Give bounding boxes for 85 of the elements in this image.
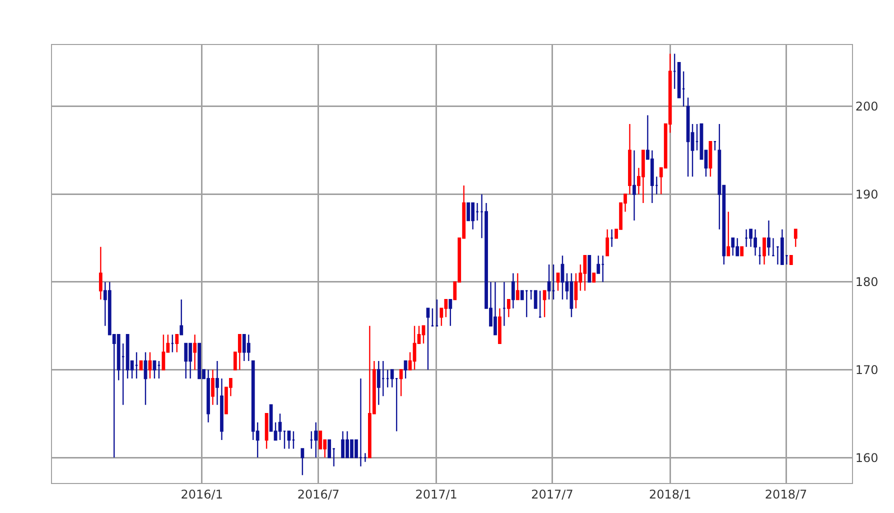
candlestick [758,246,762,266]
candlestick [610,228,614,248]
candlestick [556,272,560,292]
candlestick [198,342,202,380]
candlestick [422,325,426,344]
y-tick-label: 180 [855,275,878,290]
candlestick [314,422,318,458]
candlestick [744,228,748,248]
x-tick-label: 2018/7 [764,487,808,502]
candlestick [767,220,770,256]
x-tick-label: 2016/7 [297,487,340,502]
candlestick [278,413,282,441]
candlestick [632,150,636,222]
candlestick [170,334,174,353]
candlestick [516,272,520,300]
candlestick [780,228,784,266]
candlestick [547,264,551,300]
candlestick [740,246,744,256]
x-tick-label: 2018/1 [648,487,692,502]
candlestick [534,290,538,309]
candlestick [713,140,717,151]
candlestick [686,97,690,178]
candlestick [300,448,304,476]
y-tick-label: 170 [855,362,878,377]
candlestick [794,228,798,248]
candlestick [772,238,775,256]
x-tick-label: 2017/1 [415,487,458,502]
y-tick-label: 190 [855,187,878,202]
candlestick [184,342,188,380]
candlestick [789,255,793,266]
candlestick [376,360,380,406]
candlestick [641,150,645,204]
candlestick [292,430,296,450]
candlestick [148,352,152,380]
candlestick [180,298,184,336]
candlestick [529,290,533,300]
x-tick-label: 2016/1 [180,487,223,502]
y-tick-label: 160 [855,450,878,465]
candlestick [448,298,452,326]
candlestick [511,272,515,309]
candlestick [162,334,166,370]
candlestick [246,334,250,362]
candlestick [502,281,506,326]
candlestick [220,378,224,441]
candlestick [731,238,735,256]
candlestick [134,352,138,380]
candlestick [238,334,242,370]
candlestick [708,140,712,178]
candlestick [606,228,610,256]
candlestick [399,369,403,397]
candlestick [426,308,430,370]
candlestick [412,325,416,370]
candlestick [144,352,148,406]
candlestick [364,452,367,463]
candlestick [430,308,434,326]
candlestick [542,290,546,318]
candlestick [524,290,528,318]
candlestick [588,255,592,283]
candlestick [592,272,596,283]
candlestick [404,360,408,380]
candlestick [211,369,214,406]
candlestick [560,255,564,300]
candlestick [498,308,502,344]
candlestick [538,290,542,318]
candlestick [726,211,730,256]
candlestick [216,360,219,406]
candlestick [506,298,510,318]
candlestick [152,360,156,380]
x-tick-label: 2017/7 [531,487,574,502]
candlestick [98,246,102,300]
candlestick [552,264,556,300]
candlestick [695,123,699,151]
candlestick [570,272,574,318]
candlestick [157,360,161,380]
candlestick [628,123,632,195]
candlestick [435,298,439,326]
candlestick [762,238,766,266]
candlestick [264,413,268,450]
y-tick-label: 200 [855,100,878,114]
candlestick [193,334,197,370]
candlestick [386,369,390,388]
candlestick [287,430,291,450]
candlestick [175,334,179,353]
candlestick [282,430,286,450]
candlestick [672,53,676,90]
